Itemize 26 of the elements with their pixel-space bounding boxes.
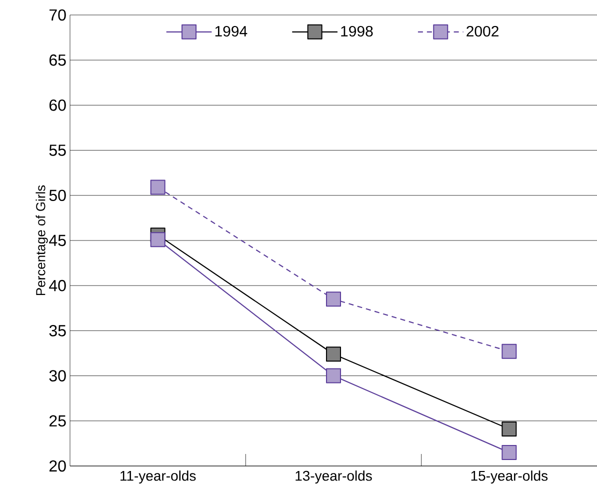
y-tick-label: 65	[50, 54, 66, 66]
x-tick-label: 11-year-olds	[120, 470, 196, 484]
legend-label: 1998	[341, 26, 373, 37]
y-tick-label: 55	[49, 144, 66, 156]
point	[502, 444, 517, 460]
y-tick-label: 30	[49, 370, 66, 382]
y-tick-label: 40	[49, 280, 66, 292]
y-tick-label: 50	[49, 190, 66, 202]
y-tick-label: 60	[50, 100, 66, 111]
y-tick-label: 70	[50, 9, 66, 21]
y-tick-label: 25	[50, 415, 66, 427]
x-tick-label: 15-year-olds	[471, 470, 548, 484]
y-tick-label: 35	[49, 325, 66, 336]
y-tick-label: 45	[49, 234, 66, 246]
y-axis-title: Percentage of Girls	[36, 185, 48, 296]
legend-label: 2002	[466, 26, 498, 37]
point	[502, 344, 517, 359]
point	[326, 292, 342, 307]
y-tick-label: 20	[50, 460, 66, 472]
point	[502, 422, 517, 437]
point	[326, 368, 342, 384]
point	[150, 232, 166, 248]
point	[326, 346, 342, 362]
x-tick-label: 13-year-olds	[296, 470, 372, 484]
point	[150, 180, 166, 195]
legend-label: 1994	[215, 26, 248, 37]
